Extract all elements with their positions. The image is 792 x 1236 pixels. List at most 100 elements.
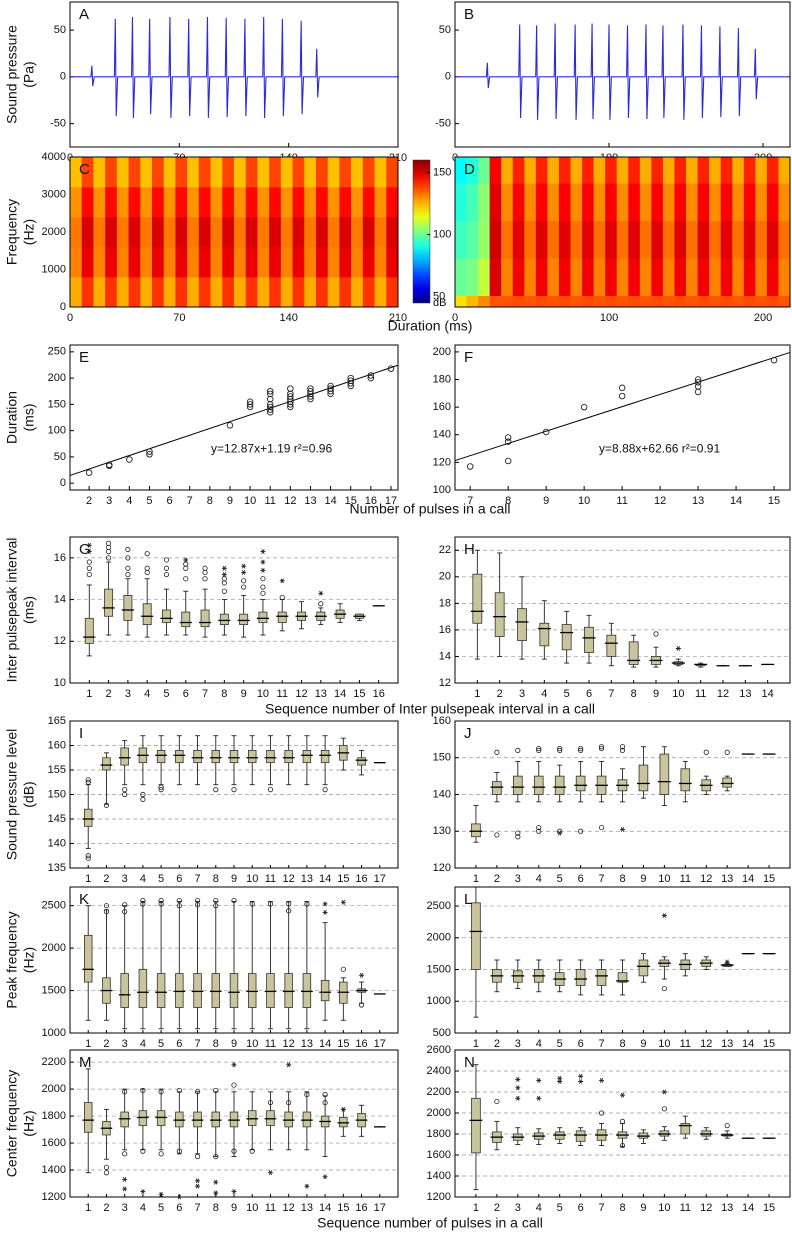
y-tick-label: 180	[433, 373, 451, 385]
y-tick-label: 12	[54, 635, 66, 647]
heat-cell	[316, 157, 329, 188]
extreme	[340, 899, 346, 905]
heat-cell	[674, 220, 687, 259]
x-tick-label: 15	[353, 688, 365, 700]
y-tick-label: 120	[433, 456, 451, 468]
outlier	[103, 1170, 110, 1176]
heat-cell	[234, 277, 247, 308]
plot-frame	[69, 344, 399, 491]
outlier	[158, 784, 164, 790]
box	[722, 777, 732, 788]
heat-cell	[362, 277, 375, 308]
x-tick-label: 13	[692, 495, 704, 507]
x-tick-label: 8	[213, 1202, 219, 1214]
x-tick-label: 14	[319, 1202, 331, 1214]
heat-cell	[697, 295, 710, 308]
x-tick-label: 13	[301, 1202, 313, 1214]
outlier	[515, 834, 521, 840]
outlier	[515, 830, 521, 836]
outlier	[158, 901, 164, 907]
outlier	[122, 791, 128, 798]
extreme	[195, 1178, 201, 1184]
colorbar-tick-label: 100	[433, 229, 451, 241]
y-tick-label: 50	[439, 24, 451, 36]
heat-cell	[605, 258, 618, 297]
outlier	[176, 903, 182, 909]
heat-cell	[720, 295, 733, 308]
heat-cell	[709, 220, 721, 259]
heat-cell	[489, 295, 502, 308]
data-point	[504, 457, 512, 465]
outlier	[598, 744, 605, 750]
x-tick-label: 10	[257, 688, 269, 700]
heat-cell	[316, 277, 329, 308]
heat-cell	[732, 220, 745, 259]
heat-cell	[105, 187, 118, 218]
x-tick-label: 10	[658, 873, 670, 885]
extreme	[304, 1183, 310, 1189]
heat-cell	[720, 258, 733, 297]
outlier	[322, 1099, 328, 1106]
y-tick-label: 1800	[427, 1128, 451, 1140]
outlier	[578, 828, 584, 834]
heat-cell	[709, 295, 721, 308]
x-tick-label: 2	[494, 1202, 500, 1214]
heat-cell	[245, 157, 258, 188]
heat-cell	[234, 247, 247, 278]
heat-cell	[257, 187, 270, 218]
outlier	[183, 576, 189, 582]
heat-cell	[743, 295, 756, 308]
heat-cell	[105, 247, 118, 278]
heat-cell	[70, 187, 83, 218]
heat-cell	[198, 157, 211, 188]
x-tick-label: 15	[763, 1202, 775, 1214]
x-tick-label: 16	[355, 1202, 367, 1214]
heat-cell	[720, 157, 733, 184]
x-tick-label: 5	[557, 1038, 563, 1050]
heat-cell	[93, 277, 106, 308]
y-axis-label: Sound pressure	[4, 25, 20, 124]
outlier	[358, 1002, 365, 1008]
box	[266, 750, 275, 764]
outlier	[340, 966, 346, 972]
heat-cell	[524, 295, 537, 308]
fit-line	[69, 364, 399, 476]
heat-cell	[163, 157, 176, 188]
heat-cell	[455, 157, 467, 184]
x-tick-label: 3	[515, 1038, 521, 1050]
box	[517, 608, 527, 641]
heat-cell	[175, 187, 188, 218]
heat-cell	[616, 220, 629, 259]
heat-cell	[743, 157, 756, 184]
heat-cell	[535, 183, 548, 222]
x-tick-label: 1	[474, 688, 480, 700]
data-point	[367, 372, 375, 379]
heat-cell	[674, 183, 687, 222]
x-tick-label: 1	[85, 873, 91, 885]
box	[494, 592, 505, 637]
y-axis-label: (Hz)	[21, 219, 37, 245]
outlier	[703, 749, 709, 755]
heat-cell	[187, 187, 200, 218]
x-tick-label: 13	[739, 688, 751, 700]
outlier	[85, 853, 91, 859]
outlier	[158, 897, 164, 904]
heat-cell	[327, 277, 340, 308]
heat-cell	[697, 157, 710, 184]
x-tick-label: 12	[654, 495, 666, 507]
x-tick-label: 3	[122, 873, 128, 885]
panel-letter: H	[464, 541, 475, 558]
box	[575, 775, 586, 792]
heat-cell	[466, 295, 479, 308]
data-point	[466, 463, 474, 470]
heat-cell	[351, 217, 364, 248]
outlier	[241, 578, 247, 584]
extreme	[515, 1085, 521, 1091]
heat-cell	[316, 217, 329, 248]
extreme	[213, 1190, 219, 1196]
data-point	[307, 385, 314, 392]
x-tick-label: 4	[140, 1202, 146, 1214]
heat-cell	[93, 157, 106, 188]
box	[156, 973, 166, 1008]
